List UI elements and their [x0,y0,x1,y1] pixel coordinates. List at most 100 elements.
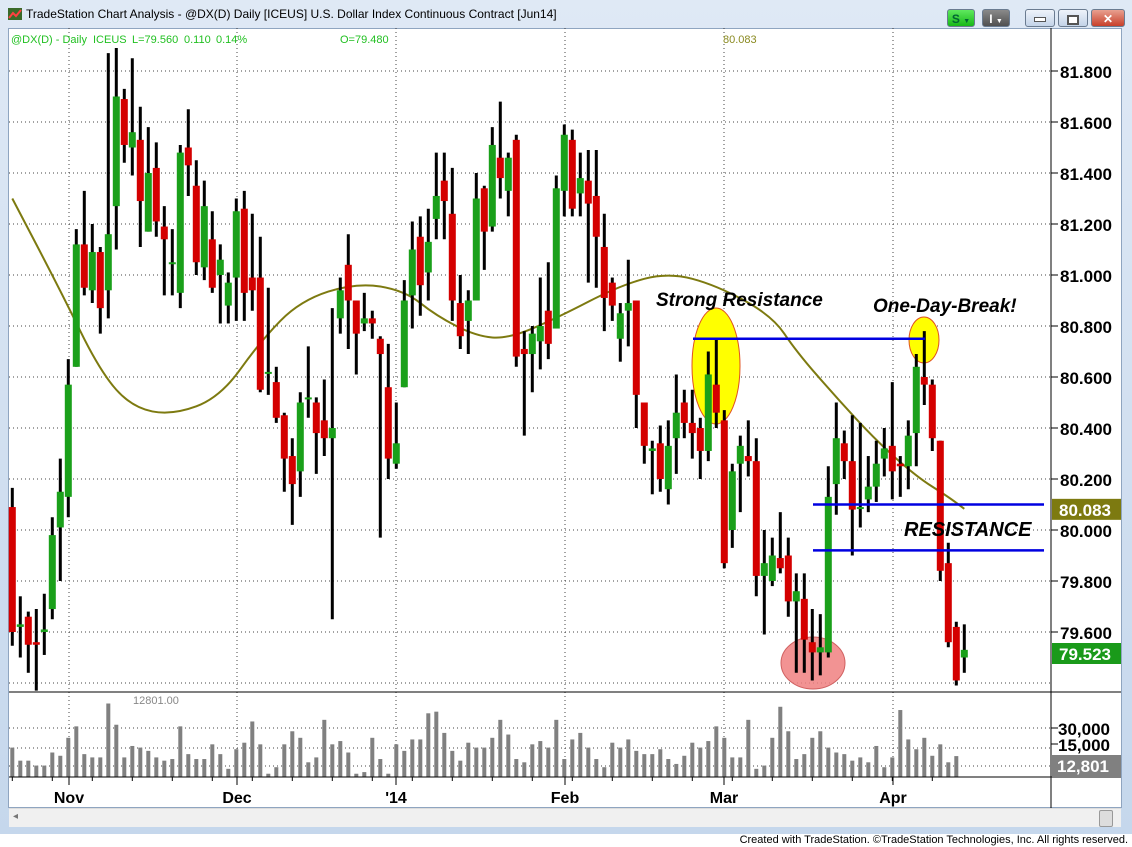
candle-body-up [104,234,112,291]
price-tick-label: 81.600 [1060,114,1112,133]
volume-bar [434,711,439,777]
volume-bar [66,737,71,777]
maximize-button[interactable] [1058,9,1088,27]
candle-body-up [408,249,416,296]
volume-bar [242,742,247,777]
candle-body-down [936,440,944,571]
volume-bar [922,737,927,777]
volume-bar [930,755,935,777]
candle-body-up [856,507,864,510]
candle-body-up [224,282,232,306]
volume-bar [514,759,519,777]
candle-body-down [952,626,960,681]
candle [48,517,56,620]
candle [464,290,472,355]
candle [936,440,944,581]
candle-body-up [64,384,72,497]
candle-body-down [312,402,320,434]
candle [416,216,424,316]
volume-bar [866,762,871,777]
horizontal-scrollbar[interactable]: ◂ [9,808,1121,827]
volume-bar [42,765,47,777]
candle-body-up [232,211,240,278]
volume-bar [618,747,623,777]
candle-body-down [512,139,520,357]
candle [352,300,360,375]
candle-body-up [40,629,48,632]
candle-body-up [576,178,584,194]
volume-bar [394,744,399,777]
volume-bar [650,754,655,777]
candle [880,428,888,477]
indicator-label: I [989,12,993,26]
candle [888,382,896,500]
candle [792,573,800,673]
volume-bar [602,767,607,777]
volume-bar [762,765,767,777]
volume-bar [18,760,23,777]
candle-body-up [72,244,80,367]
indicator-button[interactable]: I ▼ [982,9,1010,27]
volume-bar [626,739,631,777]
candle [480,185,488,270]
candle-body-down [584,180,592,204]
candle [280,412,288,492]
candle [720,410,728,569]
volume-bar [314,757,319,777]
candle [8,487,16,646]
volume-bar [586,747,591,777]
title-bar[interactable]: TradeStation Chart Analysis - @DX(D) Dai… [0,0,1132,28]
volume-bar [322,719,327,777]
candle [208,211,216,293]
volume-bar [882,767,887,777]
last-price-label: 79.523 [1059,645,1111,664]
candle [608,277,616,321]
candle [688,389,696,459]
volume-bar [594,759,599,777]
close-button[interactable]: ✕ [1091,9,1125,27]
volume-bar [786,731,791,777]
volume-value-label: 12801.00 [133,695,179,707]
volume-bar [954,756,959,777]
candle-body-down [480,188,488,232]
info-line: @DX(D) - Daily ICEUS L=79.560 0.110 0.14… [11,34,757,707]
strategy-button[interactable]: S ▼ [947,9,975,27]
restore-icon [1067,14,1079,25]
volume-bar [10,747,15,777]
last-price-box [1052,643,1121,664]
volume-bar [906,739,911,777]
candle [336,277,344,334]
volume-bar [578,732,583,777]
month-label: '14 [385,790,407,807]
candle-body-down [840,443,848,462]
volume-bar [114,724,119,777]
candle-body-down [416,236,424,286]
volume-bar [466,742,471,777]
candle-body-up [560,134,568,191]
scrollbar-thumb[interactable] [1099,810,1113,827]
minimize-icon [1034,17,1046,23]
volume-bar [530,744,535,777]
candle-body-down [520,348,528,355]
volume-bar [754,768,759,777]
minimize-button[interactable] [1025,9,1055,27]
volume-bar [90,757,95,777]
close-icon: ✕ [1102,12,1114,26]
candle-body-down [160,226,168,240]
candle [128,58,136,176]
scroll-left-arrow-icon[interactable]: ◂ [13,811,19,822]
volume-bar [738,757,743,777]
candle [152,142,160,237]
candle-body-down [688,422,696,434]
volume-bar [170,759,175,777]
candle-body-up [912,366,920,434]
grid [9,28,1051,777]
candle-body-up [528,333,536,355]
candle [664,420,672,505]
candle [216,244,224,324]
candle [200,180,208,281]
candle [752,438,760,597]
resistance-lines [693,337,1044,552]
candle-body-up [424,241,432,273]
volume-bar [194,759,199,777]
